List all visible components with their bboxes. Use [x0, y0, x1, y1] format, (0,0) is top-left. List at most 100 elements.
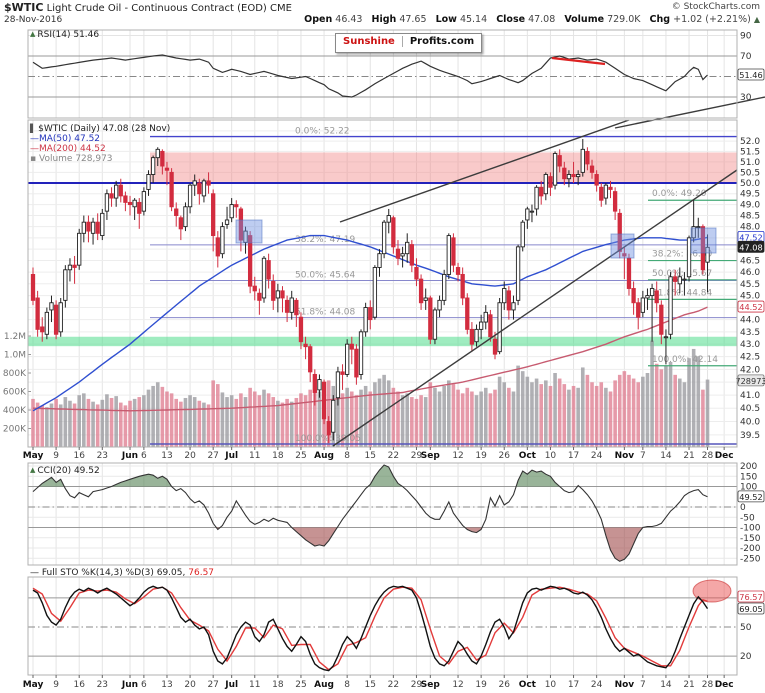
svg-text:18: 18: [272, 451, 284, 461]
svg-text:11: 11: [249, 451, 260, 461]
indicator-icon: ▲: [30, 466, 36, 474]
svg-text:40.5: 40.5: [740, 404, 760, 414]
svg-text:49.5: 49.5: [740, 190, 760, 200]
svg-text:400K: 400K: [3, 406, 27, 416]
main-legend-symbol: $WTIC (Daily) 47.08 (28 Nov): [38, 124, 171, 134]
low-label: Low: [435, 14, 457, 25]
svg-text:Jun: Jun: [121, 451, 138, 461]
svg-text:17: 17: [568, 680, 579, 690]
close-label: Close: [496, 14, 526, 25]
svg-text:1.0M: 1.0M: [4, 351, 26, 361]
svg-text:7: 7: [640, 451, 646, 461]
volume-value: 729.0K: [607, 14, 641, 25]
svg-text:39.5: 39.5: [740, 431, 760, 441]
svg-text:600K: 600K: [3, 388, 27, 398]
svg-text:20: 20: [184, 451, 196, 461]
svg-text:19: 19: [475, 680, 487, 690]
svg-text:26: 26: [499, 451, 511, 461]
svg-text:10: 10: [545, 451, 557, 461]
chart-title: $WTIC Light Crude Oil - Continuous Contr…: [4, 1, 292, 14]
svg-text:Nov: Nov: [615, 680, 635, 690]
symbol: $WTIC: [4, 1, 44, 14]
svg-text:25: 25: [295, 680, 306, 690]
svg-text:46.0: 46.0: [740, 268, 760, 278]
svg-text:42.0: 42.0: [740, 365, 760, 375]
svg-text:15: 15: [365, 680, 376, 690]
svg-text:30: 30: [740, 93, 752, 103]
svg-text:9: 9: [53, 451, 59, 461]
svg-text:1.2M: 1.2M: [4, 332, 26, 342]
svg-text:46.5: 46.5: [740, 257, 760, 267]
svg-text:42.5: 42.5: [740, 353, 760, 363]
svg-text:13: 13: [161, 451, 172, 461]
svg-text:Oct: Oct: [519, 451, 537, 461]
svg-text:14: 14: [660, 680, 672, 690]
svg-text:61.8%: 44.84: 61.8%: 44.84: [652, 288, 713, 298]
svg-text:800K: 800K: [3, 369, 27, 379]
svg-text:27: 27: [207, 680, 218, 690]
svg-text:45.5: 45.5: [740, 280, 760, 290]
svg-text:May: May: [23, 680, 44, 690]
svg-text:52.0: 52.0: [740, 137, 760, 147]
low-value: 45.14: [459, 14, 488, 25]
svg-text:100: 100: [740, 483, 757, 493]
svg-text:0.0%: 49.20: 0.0%: 49.20: [652, 189, 707, 199]
volume-icon: ▪: [30, 154, 37, 164]
svg-text:Jul: Jul: [224, 680, 238, 690]
cci-legend: ▲ CCI(20) 49.52: [30, 465, 100, 476]
high-label: High: [371, 14, 397, 25]
svg-text:51.5: 51.5: [740, 147, 760, 157]
stockcharts-credit: © StockCharts.com: [671, 2, 760, 12]
svg-text:40.0: 40.0: [740, 417, 760, 427]
open-value: 46.43: [335, 14, 363, 25]
svg-text:12: 12: [452, 451, 463, 461]
svg-text:51.0: 51.0: [740, 158, 760, 168]
svg-text:200: 200: [740, 462, 757, 472]
svg-text:29: 29: [411, 451, 423, 461]
cci-legend-text: CCI(20) 49.52: [37, 466, 100, 476]
svg-text:10: 10: [545, 680, 557, 690]
svg-text:6: 6: [141, 451, 147, 461]
svg-text:14: 14: [660, 451, 672, 461]
chart-date: 28-Nov-2016: [4, 15, 63, 25]
svg-text:-50: -50: [740, 513, 755, 523]
brand-part2: Profits.com: [409, 36, 475, 47]
svg-text:-150: -150: [740, 534, 761, 544]
svg-text:7: 7: [640, 680, 646, 690]
svg-text:48.5: 48.5: [740, 212, 760, 222]
svg-text:69.05: 69.05: [739, 604, 762, 614]
svg-text:70: 70: [740, 52, 752, 62]
chg-up-arrow-icon: ▲: [753, 15, 760, 24]
svg-text:23: 23: [97, 680, 108, 690]
rsi-legend: ▲ RSI(14) 51.46: [30, 29, 99, 40]
indicator-icon: ▲: [30, 30, 36, 38]
svg-text:22: 22: [388, 680, 399, 690]
svg-text:16: 16: [73, 680, 85, 690]
svg-text:18: 18: [272, 680, 284, 690]
svg-text:-250: -250: [740, 554, 761, 564]
svg-text:47.08: 47.08: [739, 242, 762, 252]
svg-text:-100: -100: [740, 524, 761, 534]
svg-text:28: 28: [702, 680, 714, 690]
svg-text:21: 21: [683, 680, 694, 690]
svg-text:Jun: Jun: [121, 680, 138, 690]
svg-text:13: 13: [161, 680, 172, 690]
svg-text:26: 26: [499, 680, 511, 690]
svg-text:200K: 200K: [3, 425, 27, 435]
svg-text:61.8%: 44.08: 61.8%: 44.08: [295, 308, 356, 318]
svg-text:-200: -200: [740, 544, 761, 554]
svg-text:150: 150: [740, 472, 757, 482]
svg-text:728973: 728973: [735, 376, 765, 386]
svg-text:17: 17: [568, 451, 579, 461]
svg-text:Oct: Oct: [519, 680, 537, 690]
svg-text:12: 12: [452, 680, 463, 690]
svg-text:43.0: 43.0: [740, 340, 760, 350]
svg-text:20: 20: [740, 652, 752, 662]
svg-text:23: 23: [97, 451, 108, 461]
rsi-legend-text: RSI(14) 51.46: [37, 30, 100, 40]
svg-text:49.0: 49.0: [740, 201, 760, 211]
svg-text:Sep: Sep: [421, 680, 441, 690]
svg-text:50.5: 50.5: [740, 168, 760, 178]
volume-legend: ▪ Volume 728,973: [30, 154, 113, 164]
svg-text:29: 29: [411, 680, 423, 690]
